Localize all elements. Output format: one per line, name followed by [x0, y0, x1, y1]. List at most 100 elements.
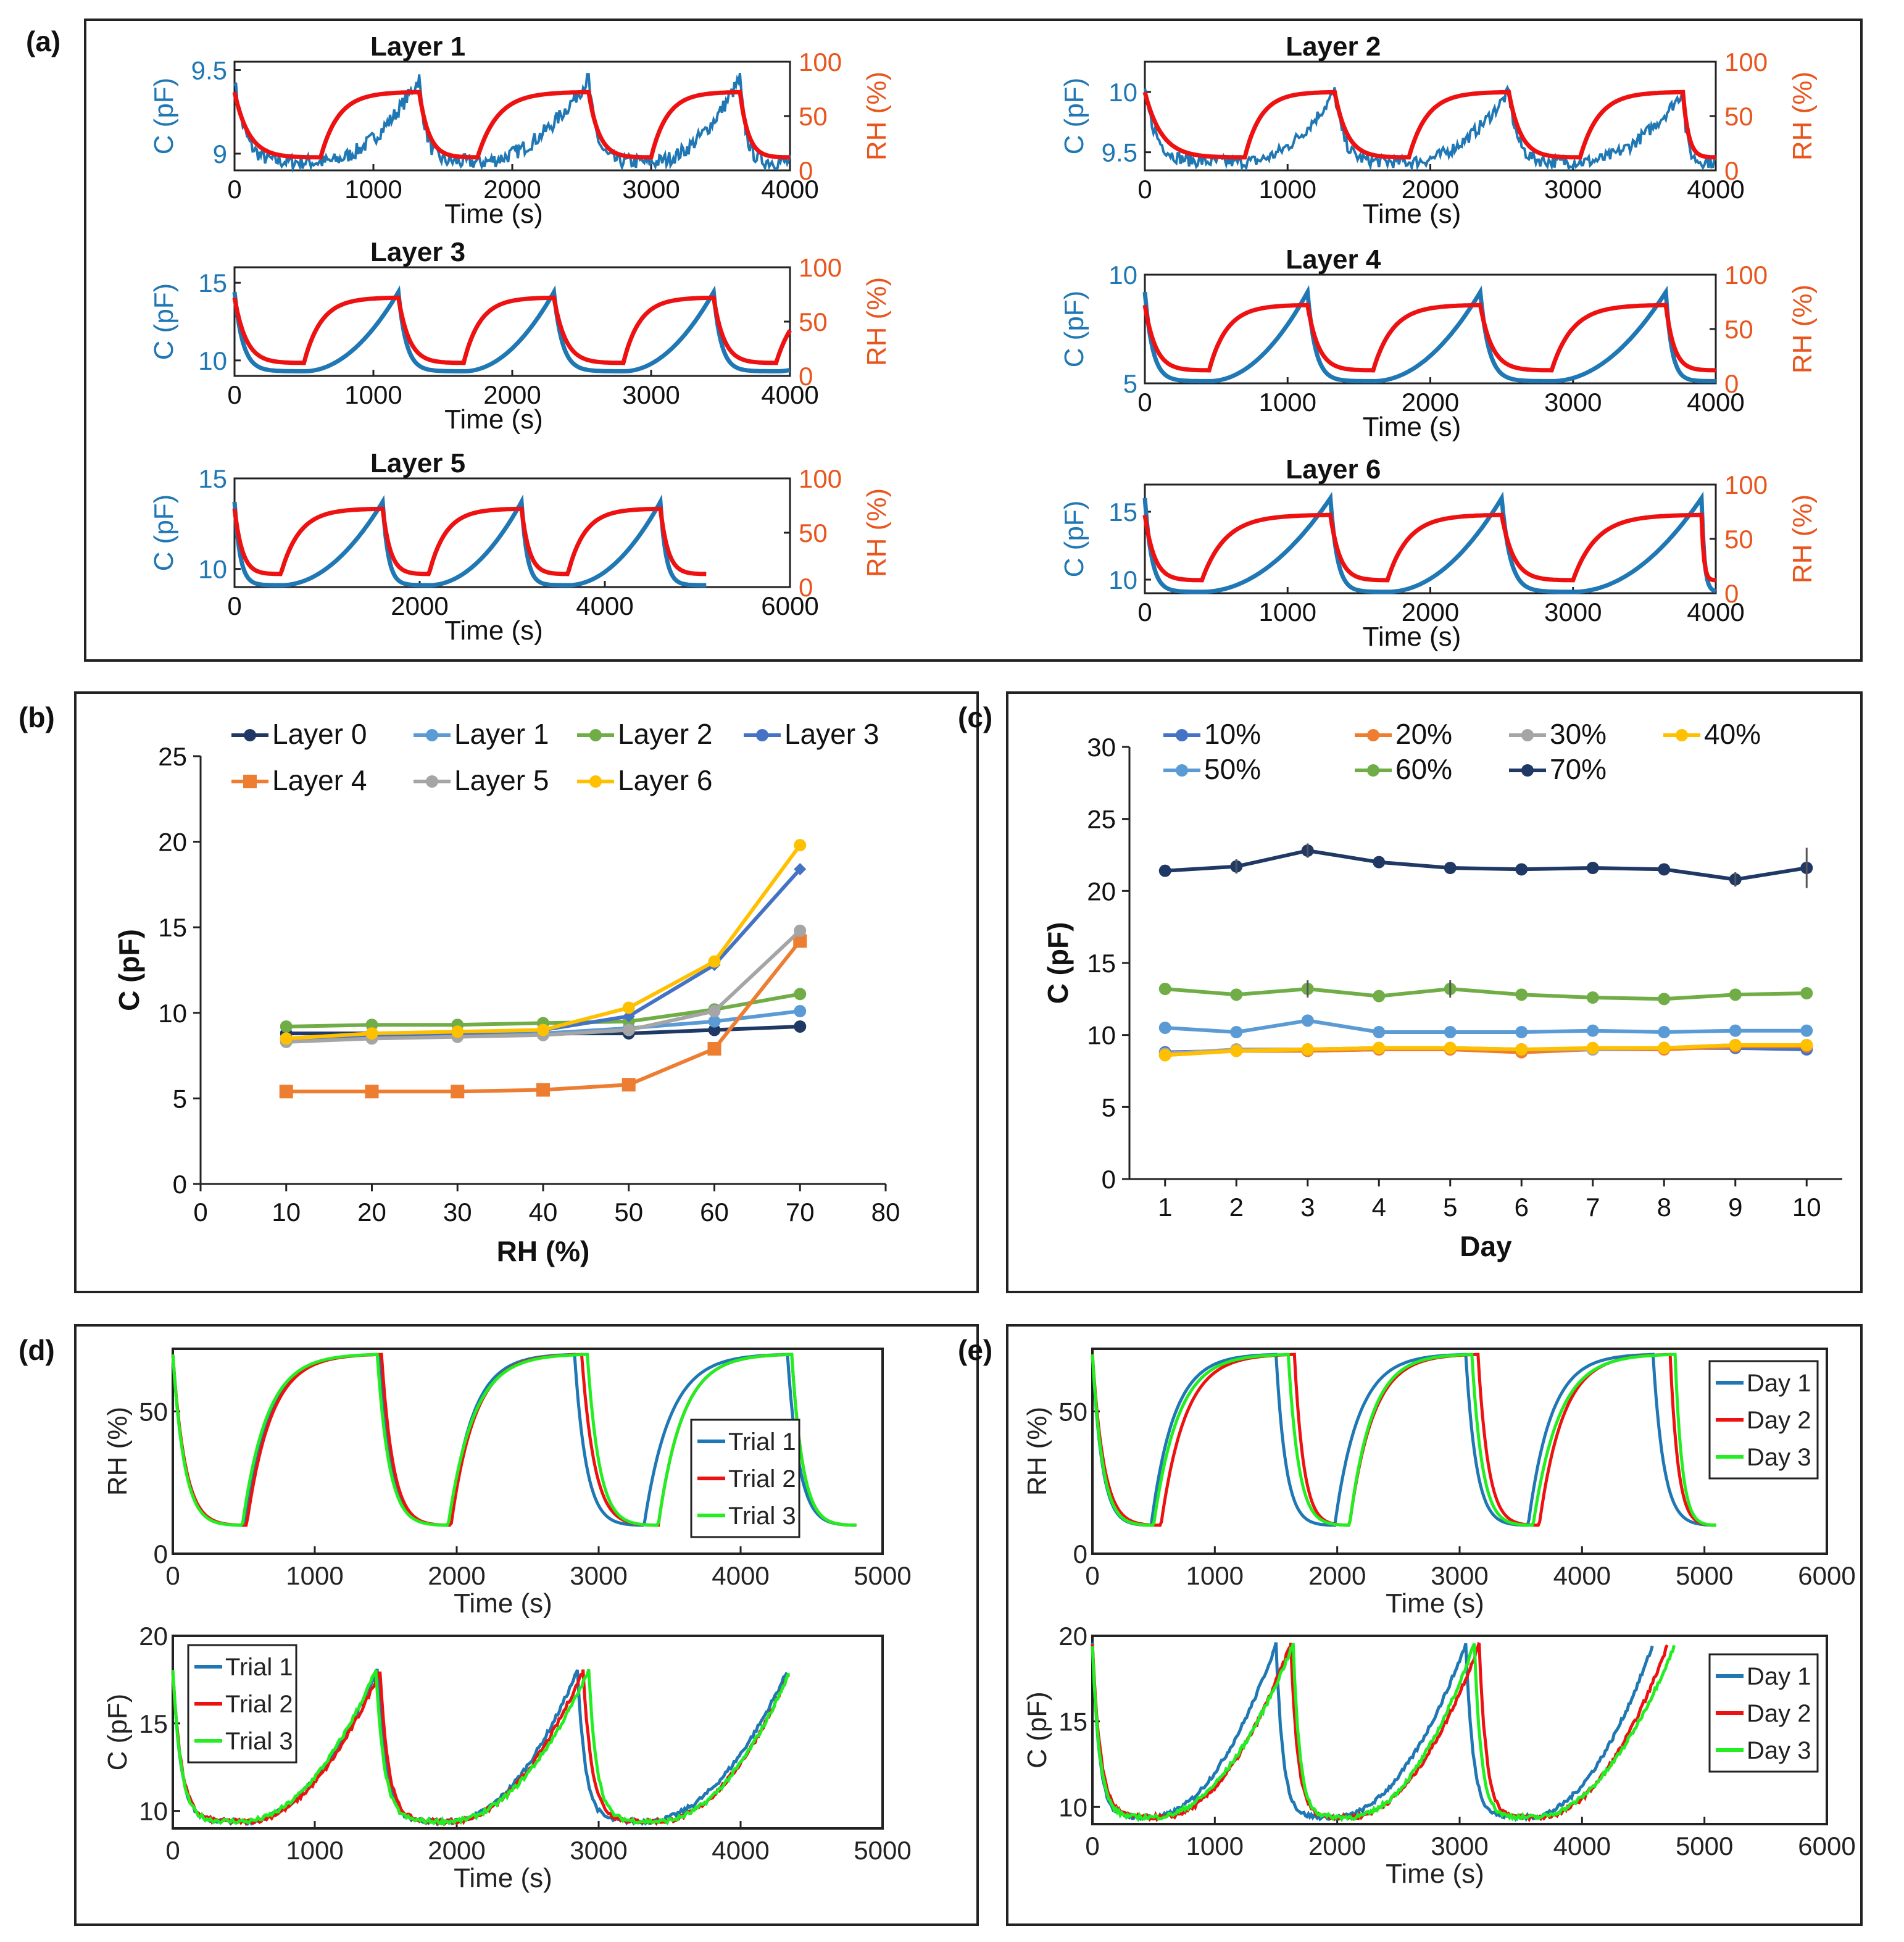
y2-tick-label: 100: [799, 253, 842, 282]
legend-label: Trial 3: [225, 1728, 293, 1755]
humidity-line: [232, 295, 792, 365]
x-tick-label: 80: [871, 1198, 900, 1227]
x-tick-label: 0: [1085, 1832, 1099, 1861]
x-tick-label: 5000: [1676, 1561, 1733, 1590]
legend-label: Day 2: [1747, 1700, 1811, 1727]
data-point: [451, 1085, 465, 1099]
legend: Day 1 Day 2 Day 3: [1708, 1653, 1819, 1773]
y2-tick-label: 0: [799, 362, 813, 391]
panel-e-label: (e): [958, 1334, 993, 1366]
x-tick-label: 5000: [854, 1561, 911, 1590]
legend-label: Trial 1: [225, 1654, 293, 1681]
y-axis-label: C (pF): [1059, 291, 1089, 368]
y-axis-label: C (pF): [149, 494, 179, 572]
x-tick-label: 4000: [576, 591, 633, 620]
data-point: [708, 1023, 721, 1036]
data-point: [1515, 1043, 1528, 1056]
series-line: [171, 1352, 857, 1527]
x-tick-label: 6000: [1798, 1832, 1855, 1861]
legend: Trial 1 Trial 2 Trial 3: [187, 1644, 297, 1764]
data-point: [365, 1085, 379, 1099]
x-tick-label: 1000: [344, 175, 402, 204]
x-tick-label: 1000: [286, 1561, 343, 1590]
chart-b: 0 5 10 15 20 25 0 10 20 30 40 50 60 70 80 RH (%) C (pF) L…: [113, 718, 900, 1267]
chart-d_c: 0 1000 2000 3000 4000 5000 Time (s) 10 15 20 C (pF…: [102, 1622, 912, 1893]
legend-label: 20%: [1395, 718, 1452, 750]
legend-label: Day 1: [1747, 1370, 1811, 1397]
data-point: [1230, 1044, 1243, 1057]
y2-axis-label: RH (%): [862, 72, 892, 160]
y-tick-label: 5: [173, 1084, 187, 1113]
x-tick-label: 3000: [622, 380, 680, 409]
data-point: [1158, 864, 1171, 877]
data-point: [1800, 987, 1813, 999]
data-point: [794, 862, 807, 875]
plot-frame: [233, 266, 791, 377]
x-tick-label: 7: [1586, 1193, 1600, 1222]
data-point: [1586, 862, 1599, 874]
x-tick-label: 4000: [1553, 1832, 1611, 1861]
capacitance-line: [1142, 285, 1716, 384]
legend-marker: [1521, 764, 1534, 777]
y-tick-label: 15: [198, 464, 227, 493]
x-tick-label: 3000: [1544, 598, 1602, 627]
data-point: [793, 934, 807, 948]
legend-marker: [243, 775, 257, 788]
legend-label: 70%: [1550, 753, 1607, 785]
data-point: [1373, 990, 1386, 1002]
y-tick-label: 15: [158, 913, 187, 942]
data-point: [708, 1015, 721, 1028]
series-line: [1091, 1643, 1676, 1823]
data-point: [1658, 993, 1671, 1006]
data-point: [794, 1020, 807, 1033]
humidity-line: [1142, 302, 1716, 373]
data-point: [1800, 1039, 1813, 1051]
data-point: [1444, 1041, 1457, 1054]
data-point: [1444, 1026, 1457, 1038]
y2-axis-label: RH (%): [862, 277, 892, 366]
series-line: [171, 1669, 791, 1827]
x-axis-label: Time (s): [1363, 199, 1461, 229]
plot-frame: [172, 1348, 884, 1555]
data-point: [794, 1005, 807, 1018]
x-tick-label: 20: [357, 1198, 386, 1227]
legend-marker: [1367, 729, 1379, 741]
y-tick-label: 20: [158, 828, 187, 857]
y-axis-label: C (pF): [1022, 1691, 1052, 1769]
y2-tick-label: 0: [1724, 156, 1739, 185]
x-tick-label: 2000: [428, 1561, 485, 1590]
humidity-line: [232, 90, 790, 160]
legend-label: Day 3: [1747, 1444, 1811, 1471]
data-point: [1586, 1041, 1599, 1054]
data-point: [1444, 862, 1457, 874]
x-tick-label: 1: [1158, 1193, 1172, 1222]
x-axis-label: Time (s): [1363, 412, 1461, 442]
data-point: [1729, 1039, 1742, 1051]
series-line: [1091, 1352, 1716, 1527]
x-tick-label: 0: [227, 175, 241, 204]
data-point: [794, 924, 807, 937]
x-tick-label: 2: [1229, 1193, 1244, 1222]
error-bars-c: [1235, 843, 1808, 998]
y-tick-label: 10: [1058, 1793, 1087, 1822]
y-tick-label: 25: [1087, 805, 1116, 834]
y-tick-label: 15: [1108, 498, 1137, 527]
x-tick-label: 10: [1792, 1193, 1821, 1222]
x-tick-label: 1000: [1186, 1561, 1244, 1590]
legend-marker: [589, 775, 602, 788]
data-point: [794, 988, 807, 1001]
x-tick-label: 5000: [1676, 1832, 1733, 1861]
capacitance-line: [1142, 491, 1717, 594]
x-tick-label: 1000: [1186, 1832, 1244, 1861]
x-tick-label: 0: [1085, 1561, 1099, 1590]
data-point: [1515, 1026, 1528, 1038]
data-point: [279, 1085, 293, 1099]
series-line: [1091, 1641, 1669, 1823]
panel-c-label: (c): [958, 701, 993, 733]
